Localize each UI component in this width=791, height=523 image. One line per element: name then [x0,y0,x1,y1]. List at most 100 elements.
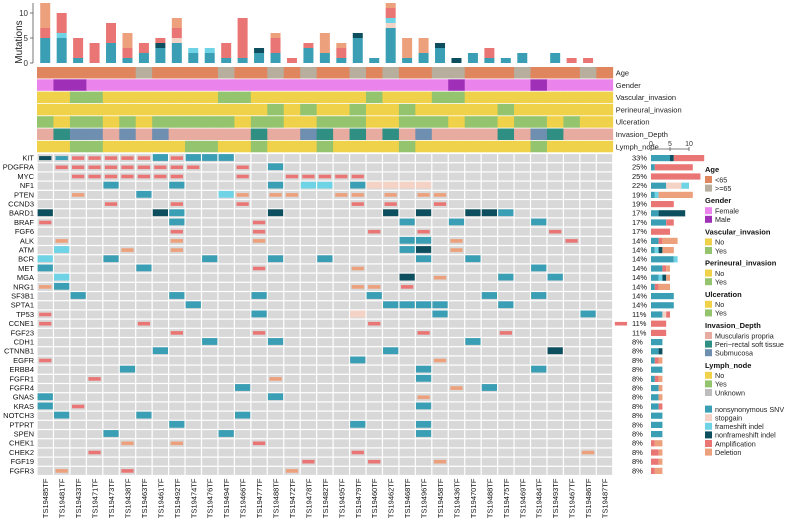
grid-cell [596,172,613,181]
alteration-mutation [136,190,152,198]
grid-cell [432,255,448,264]
grid-cell [432,154,448,163]
grid-cell [415,448,432,457]
freq-bar-segment [662,311,667,318]
clinical-cell [201,128,219,140]
clinical-cell [497,116,515,128]
grid-cell [514,457,530,466]
grid-cell [218,448,234,457]
grid-cell [54,172,70,181]
sample-label: TS19475TF [502,478,511,518]
sample-label: TS19488TF [272,478,281,518]
grid-cell [235,227,251,236]
clinical-cell [579,67,597,79]
clinical-cell [283,128,301,140]
grid-cell [152,457,168,466]
grid-cell [86,402,103,411]
count-bar-segment [188,53,199,63]
grid-cell [202,163,218,172]
grid-cell [399,439,415,448]
grid-cell [300,466,317,475]
grid-cell [218,292,234,301]
alteration-cna [72,193,85,197]
grid-cell [267,411,284,420]
grid-cell [235,282,251,291]
grid-cell [481,172,497,181]
grid-cell [300,246,317,255]
grid-cell [54,356,70,365]
grid-cell [547,466,563,475]
grid-cell [70,430,86,439]
grid-cell [580,181,596,190]
grid-cell [103,365,119,374]
freq-bar-segment [651,375,655,382]
alteration-mutation [399,246,415,253]
grid-cell [366,163,382,172]
grid-cell [152,236,168,245]
grid-cell [596,255,613,264]
alteration-mutation [481,292,497,299]
freq-bar-segment [658,403,663,410]
clinical-cell [349,67,367,79]
grid-cell [284,430,300,439]
freq-bar-segment [651,201,674,208]
clinical-cell [366,116,383,128]
count-bar-segment [40,3,51,28]
alteration-cna [368,321,381,326]
grid-cell [317,439,333,448]
gene-percent: 8% [632,439,643,448]
grid-cell [267,200,284,209]
grid-cell [284,273,300,282]
grid-cell [169,255,185,264]
clinical-cell [530,103,548,116]
grid-cell [235,292,251,301]
clinical-cell [201,79,219,91]
clinical-cell [267,79,285,91]
freq-axis-tick-label: 5 [668,141,672,148]
grid-cell [383,163,399,172]
grid-cell [350,154,366,163]
grid-cell [70,328,86,337]
grid-cell [103,439,119,448]
grid-cell [498,181,514,190]
legend-swatch [705,215,712,223]
grid-cell [596,310,613,319]
grid-cell [399,338,415,347]
count-bar-segment [56,38,67,63]
gene-label: ALK [20,236,34,245]
grid-cell [202,181,218,190]
grid-cell [580,384,596,393]
grid-cell [498,255,514,264]
grid-cell [399,356,415,365]
grid-cell [498,163,514,172]
grid-cell [514,393,530,402]
clinical-cell [349,116,367,128]
freq-bar-segment [658,210,686,217]
grid-cell [86,328,103,337]
count-bar-segment [336,58,347,63]
clinical-cell [316,103,334,116]
grid-cell [531,181,547,190]
gene-percent: 14% [632,273,647,282]
grid-cell [432,209,448,218]
grid-cell [300,282,317,291]
freq-bar-segment [658,385,663,392]
clinical-cell [86,79,104,91]
alteration-mutation [383,181,399,189]
sample-label: TS19484TF [535,478,544,518]
grid-cell [317,374,333,383]
clinical-cell [135,103,153,116]
grid-cell [333,384,349,393]
grid-cell [54,430,70,439]
grid-cell [86,227,103,236]
grid-cell [152,365,168,374]
grid-cell [333,374,349,383]
clinical-cell [415,116,433,128]
freq-bar-segment [654,467,663,474]
grid-cell [202,246,218,255]
alteration-mutation [432,301,448,309]
clinical-cell [250,67,268,79]
clinical-cell [382,103,400,116]
clinical-cell [86,116,104,128]
alteration-cna [187,165,200,170]
